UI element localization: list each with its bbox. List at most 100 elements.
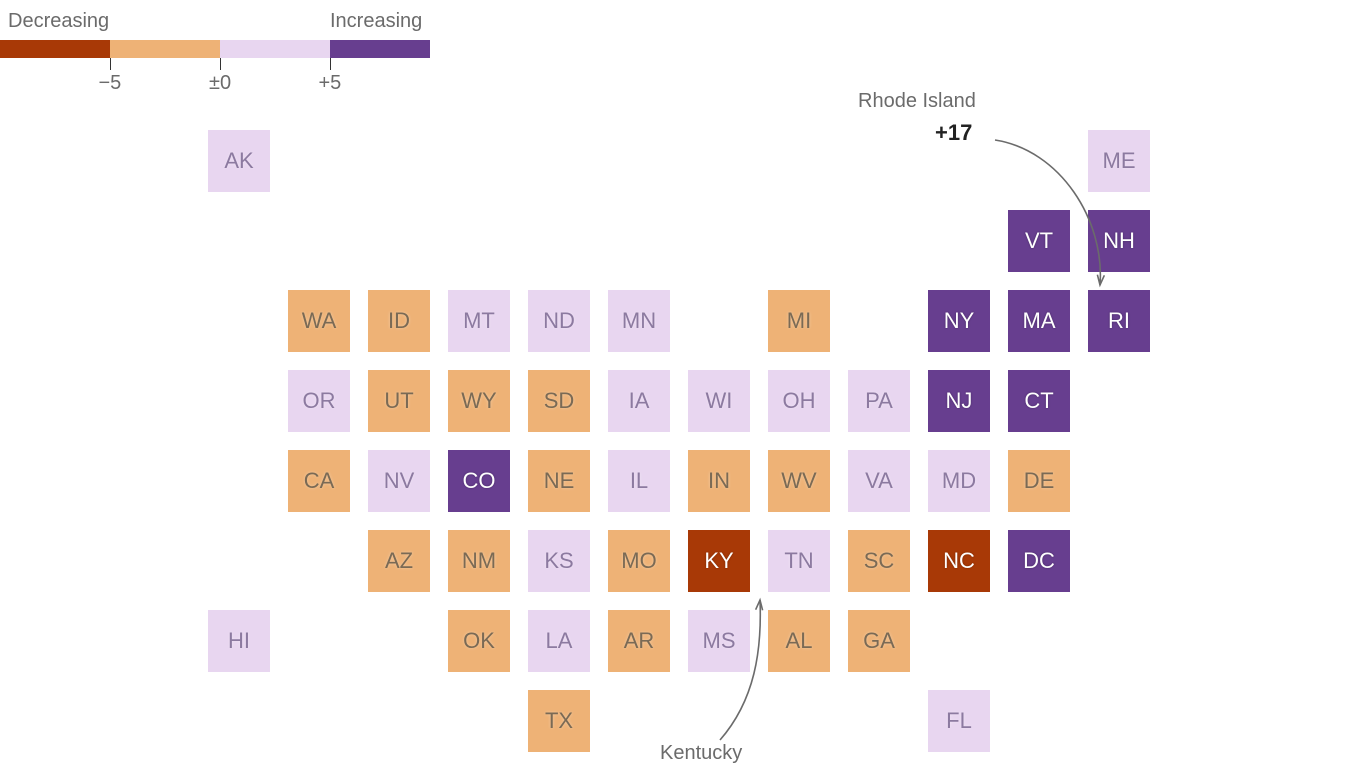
- state-code: PA: [865, 388, 893, 414]
- state-tile-de: DE: [1008, 450, 1070, 512]
- state-code: NM: [462, 548, 496, 574]
- state-tile-pa: PA: [848, 370, 910, 432]
- callout-value-rhode-island: +17: [935, 120, 972, 146]
- state-code: AK: [224, 148, 253, 174]
- state-tile-ct: CT: [1008, 370, 1070, 432]
- state-code: AZ: [385, 548, 413, 574]
- state-code: VT: [1025, 228, 1053, 254]
- state-code: OH: [783, 388, 816, 414]
- state-tile-id: ID: [368, 290, 430, 352]
- state-code: MN: [622, 308, 656, 334]
- state-code: NE: [544, 468, 575, 494]
- state-code: OK: [463, 628, 495, 654]
- state-tile-sd: SD: [528, 370, 590, 432]
- state-tile-ri: RI: [1088, 290, 1150, 352]
- state-tile-az: AZ: [368, 530, 430, 592]
- legend-bar: [0, 40, 430, 58]
- state-tile-ga: GA: [848, 610, 910, 672]
- state-code: NH: [1103, 228, 1135, 254]
- legend-tick: [330, 58, 331, 70]
- state-code: RI: [1108, 308, 1130, 334]
- state-tile-ok: OK: [448, 610, 510, 672]
- state-code: CT: [1024, 388, 1053, 414]
- state-code: NC: [943, 548, 975, 574]
- state-tile-ms: MS: [688, 610, 750, 672]
- state-tile-ia: IA: [608, 370, 670, 432]
- state-tile-va: VA: [848, 450, 910, 512]
- legend-tick: [220, 58, 221, 70]
- legend-tick: [110, 58, 111, 70]
- state-tile-mt: MT: [448, 290, 510, 352]
- state-tile-nv: NV: [368, 450, 430, 512]
- state-code: WV: [781, 468, 816, 494]
- state-code: WA: [302, 308, 337, 334]
- state-tile-sc: SC: [848, 530, 910, 592]
- state-code: LA: [546, 628, 573, 654]
- callout-label-kentucky: Kentucky: [660, 742, 742, 765]
- state-code: WY: [461, 388, 496, 414]
- state-tile-in: IN: [688, 450, 750, 512]
- state-tile-nd: ND: [528, 290, 590, 352]
- legend-tick-label: +5: [319, 72, 342, 95]
- state-code: IL: [630, 468, 648, 494]
- state-code: UT: [384, 388, 413, 414]
- state-code: AL: [786, 628, 813, 654]
- state-tile-md: MD: [928, 450, 990, 512]
- state-tile-ma: MA: [1008, 290, 1070, 352]
- callout-arrow-kentucky: [0, 0, 1366, 768]
- legend-segment: [0, 40, 110, 58]
- state-tile-mi: MI: [768, 290, 830, 352]
- state-code: CA: [304, 468, 335, 494]
- state-code: WI: [706, 388, 733, 414]
- state-code: NV: [384, 468, 415, 494]
- legend-label-decreasing: Decreasing: [8, 10, 109, 33]
- state-code: SD: [544, 388, 575, 414]
- state-tile-ca: CA: [288, 450, 350, 512]
- state-tile-dc: DC: [1008, 530, 1070, 592]
- state-tile-mo: MO: [608, 530, 670, 592]
- legend-segment: [220, 40, 330, 58]
- state-code: MS: [703, 628, 736, 654]
- state-tile-co: CO: [448, 450, 510, 512]
- state-code: IN: [708, 468, 730, 494]
- state-code: HI: [228, 628, 250, 654]
- callout-label-rhode-island: Rhode Island: [858, 90, 976, 113]
- state-tile-ks: KS: [528, 530, 590, 592]
- state-tile-ar: AR: [608, 610, 670, 672]
- legend-label-increasing: Increasing: [330, 10, 422, 33]
- state-code: TX: [545, 708, 573, 734]
- state-tile-oh: OH: [768, 370, 830, 432]
- state-tile-nh: NH: [1088, 210, 1150, 272]
- state-code: FL: [946, 708, 972, 734]
- state-tile-nj: NJ: [928, 370, 990, 432]
- state-tile-nm: NM: [448, 530, 510, 592]
- state-tile-vt: VT: [1008, 210, 1070, 272]
- state-code: SC: [864, 548, 895, 574]
- state-code: GA: [863, 628, 895, 654]
- state-code: VA: [865, 468, 893, 494]
- state-code: KS: [544, 548, 573, 574]
- state-tile-wy: WY: [448, 370, 510, 432]
- state-code: NY: [944, 308, 975, 334]
- state-tile-la: LA: [528, 610, 590, 672]
- state-tile-ak: AK: [208, 130, 270, 192]
- state-tile-al: AL: [768, 610, 830, 672]
- legend-segment: [110, 40, 220, 58]
- state-tile-me: ME: [1088, 130, 1150, 192]
- state-tile-wv: WV: [768, 450, 830, 512]
- state-code: KY: [704, 548, 733, 574]
- state-tile-wa: WA: [288, 290, 350, 352]
- state-tile-ny: NY: [928, 290, 990, 352]
- state-tile-ut: UT: [368, 370, 430, 432]
- state-code: MO: [621, 548, 656, 574]
- state-code: OR: [303, 388, 336, 414]
- state-code: TN: [784, 548, 813, 574]
- state-tile-ky: KY: [688, 530, 750, 592]
- callout-arrow-rhode-island: [0, 0, 1366, 768]
- state-code: MI: [787, 308, 811, 334]
- state-code: CO: [463, 468, 496, 494]
- state-code: IA: [629, 388, 650, 414]
- state-code: DE: [1024, 468, 1055, 494]
- state-tile-ne: NE: [528, 450, 590, 512]
- state-code: MA: [1023, 308, 1056, 334]
